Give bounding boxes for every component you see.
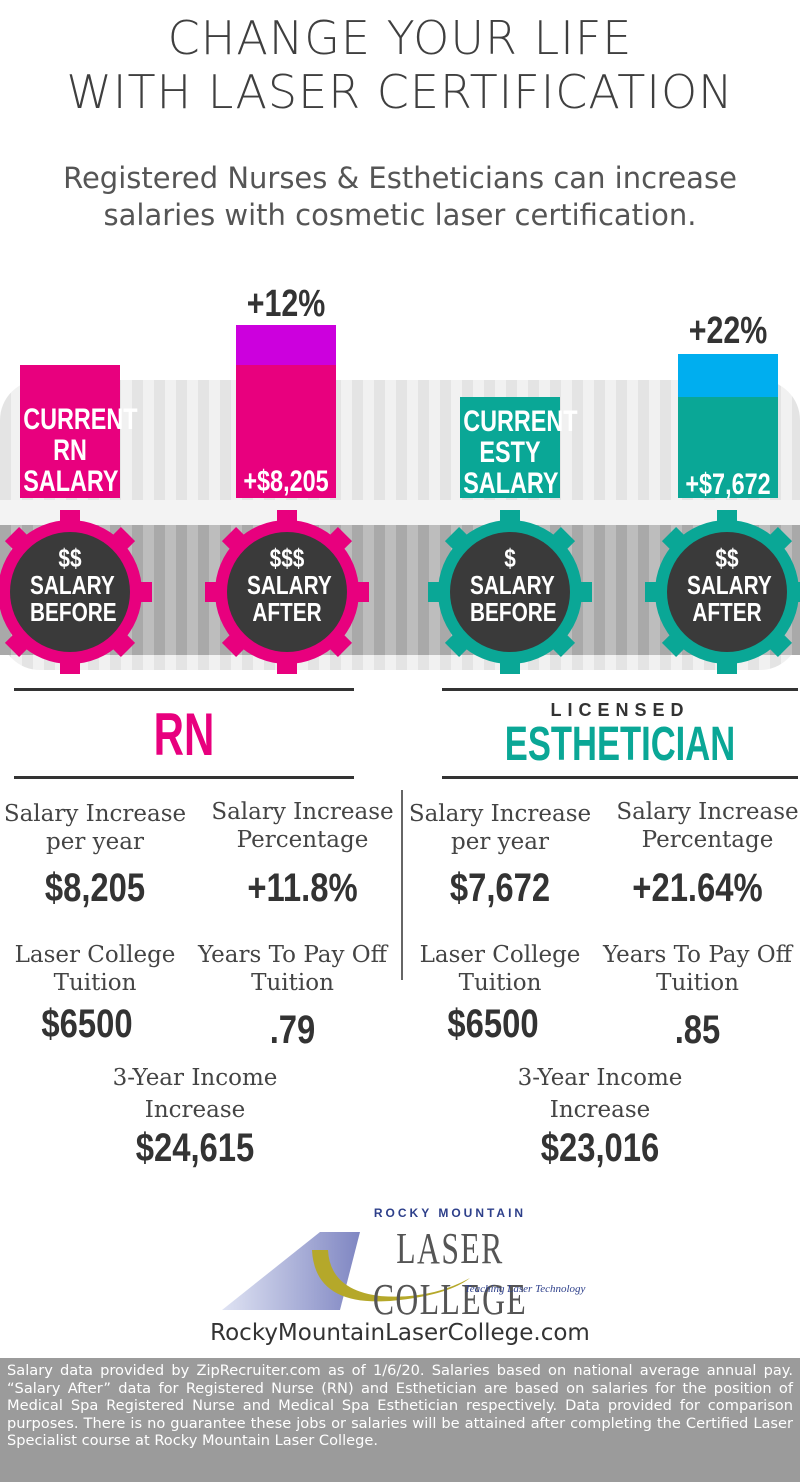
- gear-label-esty-after: $$ SALARY AFTER: [687, 543, 772, 627]
- logo-tagline: Teaching Laser Technology: [464, 1283, 586, 1295]
- column-separator: [401, 790, 403, 980]
- college-logo-graphic: [222, 1232, 470, 1310]
- esty-heading-small: LICENSED: [550, 700, 690, 720]
- rn-after-bar: [236, 365, 336, 498]
- rn-increase-percent: +12%: [246, 283, 326, 325]
- esty-percent-label: Salary Increase Percentage: [616, 799, 799, 853]
- gear-icon: [0, 510, 152, 674]
- esty-increase-segment: [678, 354, 778, 397]
- esty-divider-bottom: [442, 776, 798, 779]
- esty-percent-value: +21.64%: [632, 866, 763, 910]
- rn-salary-increase-label: Salary Increase per year: [3, 801, 187, 855]
- rn-tuition-label: Laser College Tuition: [14, 942, 176, 996]
- rn-increase-segment: [236, 325, 336, 365]
- subtitle-line-2: salaries with cosmetic laser certificati…: [103, 198, 697, 232]
- rn-three-year-label: 3-Year Income Increase: [112, 1065, 278, 1123]
- esty-tuition-label: Laser College Tuition: [419, 942, 581, 996]
- rn-current-bar-label: CURRENT RN SALARY: [23, 403, 138, 498]
- rn-after-amount: +$8,205: [243, 465, 329, 498]
- rn-salary-increase-value: $8,205: [44, 866, 146, 910]
- rn-payoff-value: .79: [269, 1008, 316, 1052]
- gear-icon: [645, 510, 800, 674]
- rn-divider-top: [14, 688, 354, 691]
- logo-main-text: LASER COLLEGE: [372, 1224, 528, 1324]
- logo-top-text: ROCKY MOUNTAIN: [373, 1206, 527, 1220]
- esty-three-year-value: $23,016: [540, 1126, 660, 1170]
- esty-heading: ESTHETICIAN: [504, 718, 736, 771]
- esty-current-bar: [460, 397, 560, 498]
- rn-three-year-value: $24,615: [135, 1126, 255, 1170]
- footer-disclaimer: Salary data provided by ZipRecruiter.com…: [0, 1358, 800, 1482]
- gear-icon: [428, 510, 592, 674]
- rn-divider-bottom: [14, 776, 354, 779]
- title-line-2: WITH LASER CERTIFICATION: [66, 65, 734, 119]
- esty-divider-top: [442, 688, 798, 691]
- rn-heading: RN: [153, 701, 215, 768]
- esty-three-year-label: 3-Year Income Increase: [517, 1065, 683, 1123]
- rn-percent-value: +11.8%: [247, 866, 358, 910]
- rn-tuition-value: $6500: [41, 1002, 133, 1046]
- swoosh-icon: [312, 1250, 470, 1302]
- esty-salary-increase-value: $7,672: [449, 866, 551, 910]
- gear-icon: [205, 510, 369, 674]
- esty-payoff-value: .85: [674, 1008, 721, 1052]
- rn-current-bar: [20, 365, 120, 498]
- gear-label-esty-before: $ SALARY BEFORE: [470, 543, 557, 627]
- esty-salary-increase-label: Salary Increase per year: [408, 801, 592, 855]
- footer-disclaimer-text: Salary data provided by ZipRecruiter.com…: [7, 1362, 793, 1450]
- rn-percent-label: Salary Increase Percentage: [211, 799, 394, 853]
- website-link[interactable]: RockyMountainLaserCollege.com: [210, 1320, 590, 1346]
- mountain-icon: [222, 1232, 360, 1310]
- esty-after-bar: [678, 397, 778, 498]
- title-line-1: CHANGE YOUR LIFE: [167, 11, 633, 65]
- esty-payoff-label: Years To Pay Off Tuition: [603, 942, 792, 996]
- esty-tuition-value: $6500: [447, 1002, 539, 1046]
- gear-label-rn-before: $$ SALARY BEFORE: [30, 543, 117, 627]
- esty-increase-percent: +22%: [688, 310, 768, 352]
- subtitle-line-1: Registered Nurses & Estheticians can inc…: [63, 161, 737, 195]
- esty-current-bar-label: CURRENT ESTY SALARY: [463, 405, 578, 500]
- rn-payoff-label: Years To Pay Off Tuition: [198, 942, 387, 996]
- gear-label-rn-after: $$$ SALARY AFTER: [247, 543, 332, 627]
- salary-chart-graphic: [0, 325, 800, 674]
- esty-after-amount: +$7,672: [685, 468, 771, 501]
